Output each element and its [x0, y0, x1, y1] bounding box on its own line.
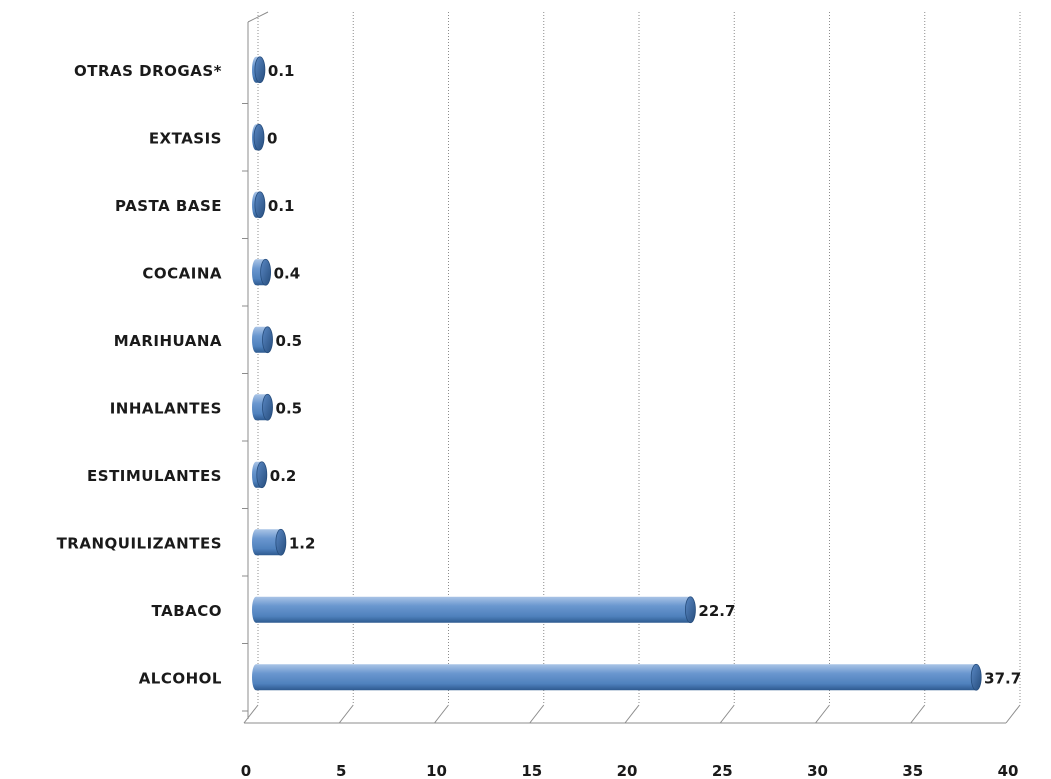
x-tick-label: 25 [712, 762, 733, 779]
floor-tick [719, 704, 735, 724]
bar-start-cap [252, 394, 260, 421]
x-tick-label: 40 [998, 762, 1019, 779]
x-tick-label: 20 [617, 762, 638, 779]
floor-tick [434, 704, 449, 724]
x-tick-label: 35 [902, 762, 923, 779]
bar-end-cap [256, 461, 268, 489]
bar-end-cap [685, 596, 696, 624]
bar-end-cap [275, 528, 287, 556]
floor-tick [338, 704, 354, 724]
category-label: INHALANTES [110, 399, 222, 417]
data-label: 0.2 [270, 467, 297, 485]
category-label: TRANQUILIZANTES [57, 534, 222, 552]
bar-end-cap [253, 123, 265, 151]
floor-tick [243, 704, 259, 724]
floor-tick [910, 704, 926, 724]
data-label: 0.5 [276, 332, 303, 350]
category-label: EXTASIS [149, 129, 222, 147]
bar [256, 326, 268, 353]
bar [256, 664, 977, 691]
x-tick-label: 10 [426, 762, 447, 779]
category-label: OTRAS DROGAS* [74, 62, 222, 80]
data-label: 0.5 [276, 399, 303, 417]
category-label: TABACO [152, 602, 222, 620]
data-label: 22.7 [698, 602, 735, 620]
x-tick-label: 5 [336, 762, 346, 779]
bar-start-cap [252, 664, 260, 691]
bar-end-cap [254, 56, 266, 84]
data-label: 0 [267, 129, 277, 147]
category-label: COCAINA [142, 264, 222, 282]
category-label: ESTIMULANTES [87, 467, 222, 485]
floor-tick [1005, 704, 1021, 724]
category-label: MARIHUANA [114, 332, 222, 350]
bar [256, 596, 691, 623]
x-tick-label: 15 [521, 762, 542, 779]
bar-start-cap [252, 326, 260, 353]
data-label: 1.2 [289, 534, 316, 552]
axes [242, 11, 1021, 724]
bar-start-cap [252, 259, 260, 286]
bar-end-cap [262, 393, 273, 421]
x-tick-label: 30 [807, 762, 828, 779]
bar [256, 394, 268, 421]
bar-end-cap [970, 663, 982, 691]
bar-end-cap [254, 191, 266, 219]
bar-end-cap [262, 326, 273, 354]
category-label: PASTA BASE [115, 197, 222, 215]
bar-start-cap [252, 529, 260, 556]
floor-tick [815, 704, 830, 724]
y-axis-top [247, 11, 269, 23]
data-label: 0.1 [268, 62, 295, 80]
bar-end-cap [260, 258, 272, 286]
data-label: 0.1 [268, 197, 295, 215]
data-label: 0.4 [274, 264, 301, 282]
bars [252, 56, 982, 691]
x-tick-label: 0 [241, 762, 251, 779]
labels: 0 5 10 15 20 25 30 35 40 ALCOHOL 37.7 TABACO 22.7 TRA… [57, 62, 1022, 779]
floor-tick [529, 704, 545, 724]
bar-start-cap [252, 596, 260, 623]
data-label: 37.7 [984, 669, 1021, 687]
floor-tick [624, 704, 640, 724]
category-label: ALCOHOL [139, 669, 222, 687]
